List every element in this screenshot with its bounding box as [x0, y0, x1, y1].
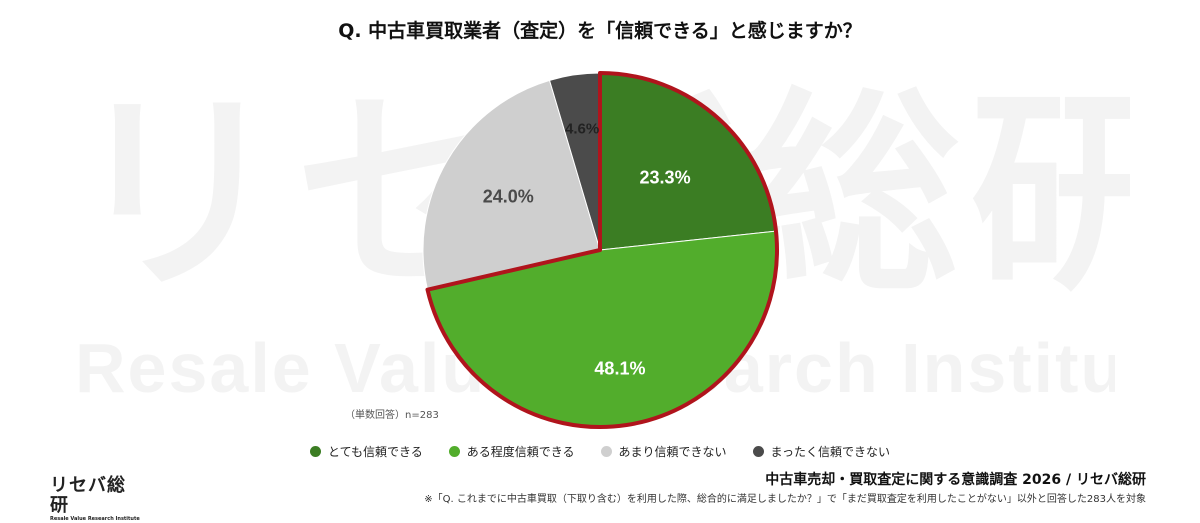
survey-title: 中古車売却・買取査定に関する意識調査 2026 / リセバ総研 — [765, 472, 1146, 488]
legend-item-no-trust: まったく信頼できない — [752, 443, 891, 460]
brand-logo-tagline: Resale Value Research Institute — [50, 516, 140, 522]
legend-swatch — [448, 446, 460, 457]
pie-slice-very-trust — [599, 72, 777, 251]
chart-legend: とても信頼できる ある程度信頼できる あまり信頼できない まったく信頼できない — [0, 443, 1200, 460]
legend-label: まったく信頼できない — [770, 445, 891, 459]
data-label-very-trust: 23.3% — [640, 168, 691, 188]
legend-label: ある程度信頼できる — [466, 445, 575, 459]
data-label-somewhat-trust: 48.1% — [594, 359, 645, 379]
response-note: （単数回答）n=283 — [345, 410, 439, 421]
brand-logo: リセバ総研 Resale Value Research Institute — [50, 476, 140, 523]
legend-swatch — [752, 446, 764, 457]
survey-note: ※「Q. これまでに中古車買取（下取り含む）を利用した際、総合的に満足しましたか… — [424, 494, 1146, 505]
pie-slice-little-trust — [422, 79, 601, 291]
legend-swatch — [600, 446, 612, 457]
legend-item-very-trust: とても信頼できる — [309, 443, 423, 460]
data-label-little-trust: 24.0% — [483, 187, 534, 207]
legend-item-little-trust: あまり信頼できない — [600, 443, 727, 460]
data-label-no-trust: 4.6% — [565, 120, 599, 137]
legend-label: あまり信頼できない — [618, 445, 727, 459]
chart-title: Q. 中古車買取業者（査定）を「信頼できる」と感じますか？ — [338, 20, 862, 42]
brand-logo-name: リセバ総研 — [50, 475, 126, 516]
legend-label: とても信頼できる — [327, 445, 423, 459]
legend-swatch — [309, 446, 321, 457]
pie-chart: 23.3% 48.1% 24.0% 4.6% — [422, 71, 779, 429]
highlight-border — [425, 71, 779, 429]
legend-item-somewhat-trust: ある程度信頼できる — [448, 443, 575, 460]
